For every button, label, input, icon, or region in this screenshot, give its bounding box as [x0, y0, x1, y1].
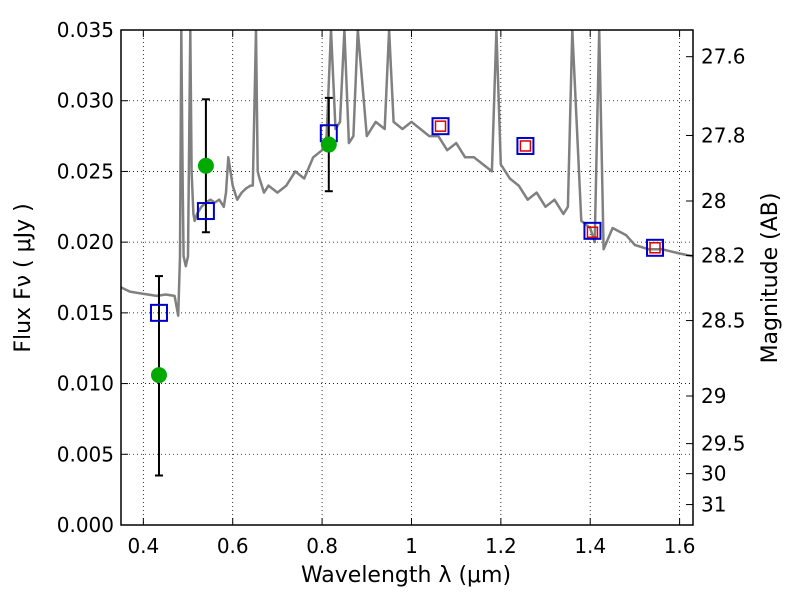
- spectrum-series: [121, 30, 693, 317]
- y-ticks: 0.000 0.005 0.010 0.015 0.020 0.025 0.030 0.035: [57, 18, 128, 537]
- inner-square-marker: [649, 242, 661, 254]
- x-tick-label: 1.4: [574, 534, 606, 558]
- y2-tick-label: 29: [701, 384, 726, 408]
- model-square-marker: [196, 202, 215, 221]
- spectrum-line: [121, 30, 693, 317]
- x-tick-label: 1.2: [485, 534, 517, 558]
- y2-tick-label: 29.5: [701, 432, 746, 456]
- y-tick-label: 0.030: [57, 89, 114, 113]
- y2-tick-label: 30: [701, 462, 726, 486]
- x-axis-label: Wavelength λ (μm): [301, 563, 511, 588]
- y2-tick-label: 28.5: [701, 309, 746, 333]
- model-square-marker: [646, 238, 665, 257]
- observed-point-marker: [150, 367, 167, 384]
- markers: [149, 96, 665, 477]
- y2-tick-label: 28: [701, 189, 726, 213]
- x-tick-label: 0.4: [127, 534, 159, 558]
- y-axis-label: Flux Fν ( μJy ): [11, 203, 36, 352]
- y2-tick-label: 27.6: [701, 45, 746, 69]
- inner-square-marker: [586, 226, 599, 238]
- x-tick-label: 0.6: [217, 534, 249, 558]
- y-tick-label: 0.010: [57, 372, 114, 396]
- y-tick-label: 0.020: [57, 230, 114, 254]
- x-tick-label: 0.8: [306, 534, 338, 558]
- y2-tick-label: 31: [701, 493, 726, 517]
- plot-frame: [120, 29, 694, 526]
- y-tick-label: 0.005: [57, 442, 114, 466]
- axes-box: [120, 29, 694, 526]
- y2-tick-label: 28.2: [701, 244, 746, 268]
- x-tick-label: 1.6: [664, 534, 696, 558]
- model-square-marker: [149, 303, 168, 322]
- inner-square-marker: [519, 140, 532, 152]
- inner-square-marker: [434, 120, 447, 132]
- y-tick-label: 0.015: [57, 301, 114, 325]
- y2-axis-label: Magnitude (AB): [758, 193, 783, 364]
- model-square-marker: [583, 221, 602, 240]
- x-tick-label: 1: [405, 534, 418, 558]
- observed-point-marker: [320, 136, 337, 153]
- y2-ticks: 27.6 27.8 28 28.2 28.5 29 29.5 30 31: [686, 45, 746, 517]
- y2-tick-label: 27.8: [701, 123, 746, 147]
- model-square-marker: [516, 136, 535, 155]
- observed-point-marker: [197, 157, 214, 174]
- x-ticks: 0.4 0.6 0.8 1 1.2 1.4 1.6: [127, 30, 696, 558]
- y-tick-label: 0.025: [57, 159, 114, 183]
- y-tick-label: 0.000: [57, 513, 114, 537]
- y-tick-label: 0.035: [57, 18, 114, 42]
- model-square-marker: [431, 117, 450, 136]
